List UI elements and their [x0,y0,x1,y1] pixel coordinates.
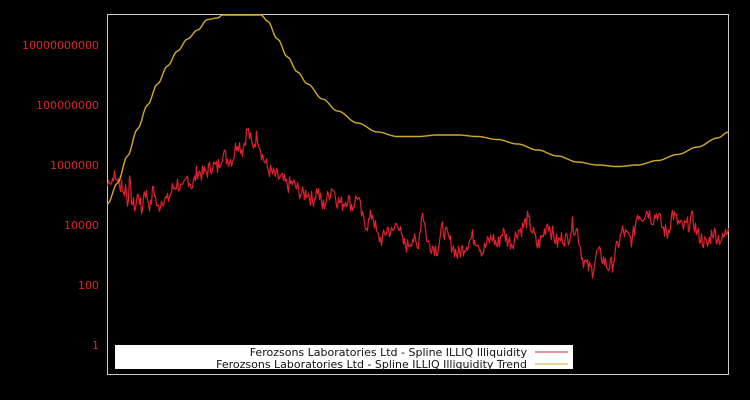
y-tick-label: 1 [92,339,99,352]
illiquidity-series-line [106,128,730,279]
y-tick-label: 100 [78,279,99,292]
illiquidity-trend-line [107,14,729,205]
y-tick-label: 10000 [64,219,99,232]
y-tick-label: 100000000 [36,99,99,112]
legend-label-illiquidity: Ferozsons Laboratories Ltd - Spline ILLI… [250,346,528,359]
legend-box [115,345,573,369]
y-tick-label: 10000000000 [22,39,99,52]
y-tick-label: 1000000 [50,159,99,172]
legend: Ferozsons Laboratories Ltd - Spline ILLI… [115,345,573,371]
y-axis-ticks: 1 100 10000 1000000 100000000 10000000000 [22,39,99,352]
plot-area-frame [107,14,729,375]
legend-label-trend: Ferozsons Laboratories Ltd - Spline ILLI… [216,358,527,371]
series-layer [106,14,730,279]
